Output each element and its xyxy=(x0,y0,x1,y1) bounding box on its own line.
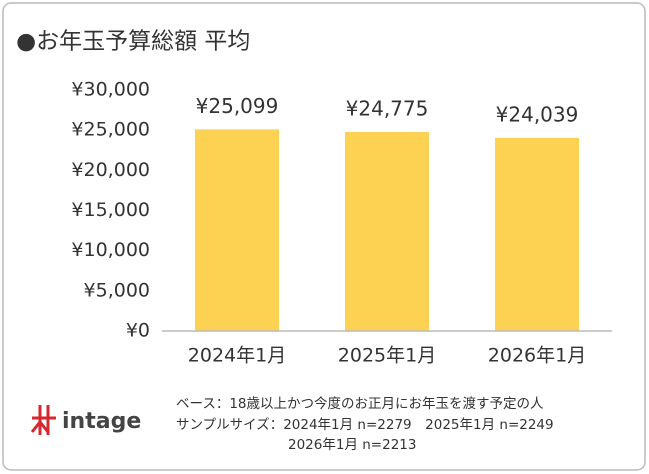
bar xyxy=(345,131,429,331)
y-tick-label: ¥20,000 xyxy=(71,159,150,181)
y-tick-label: ¥5,000 xyxy=(84,279,150,301)
x-tick-label: 2024年1月 xyxy=(188,345,286,367)
footnote: ベース：18歳以上かつ今度のお正月にお年玉を渡す予定の人 xyxy=(176,396,544,412)
value-label: ¥24,775 xyxy=(346,96,429,120)
y-tick-label: ¥0 xyxy=(126,320,150,342)
footnote: サンプルサイズ：2024年1月 n=2279 2025年1月 n=2249 xyxy=(176,417,554,433)
logo-icon xyxy=(30,405,56,435)
y-tick-label: ¥10,000 xyxy=(71,239,150,261)
footnote: 2026年1月 n=2213 xyxy=(288,437,416,453)
value-label: ¥24,039 xyxy=(496,102,579,126)
y-tick-label: ¥25,000 xyxy=(71,119,150,141)
x-tick-label: 2025年1月 xyxy=(338,345,436,367)
logo-text: intage xyxy=(62,409,141,434)
chart-title: ●お年玉予算総額 平均 xyxy=(16,29,250,55)
bar xyxy=(195,129,279,331)
y-tick-label: ¥30,000 xyxy=(71,79,150,101)
bar xyxy=(495,137,579,331)
value-label: ¥25,099 xyxy=(196,94,279,118)
y-tick-label: ¥15,000 xyxy=(71,199,150,221)
x-tick-label: 2026年1月 xyxy=(488,345,586,367)
